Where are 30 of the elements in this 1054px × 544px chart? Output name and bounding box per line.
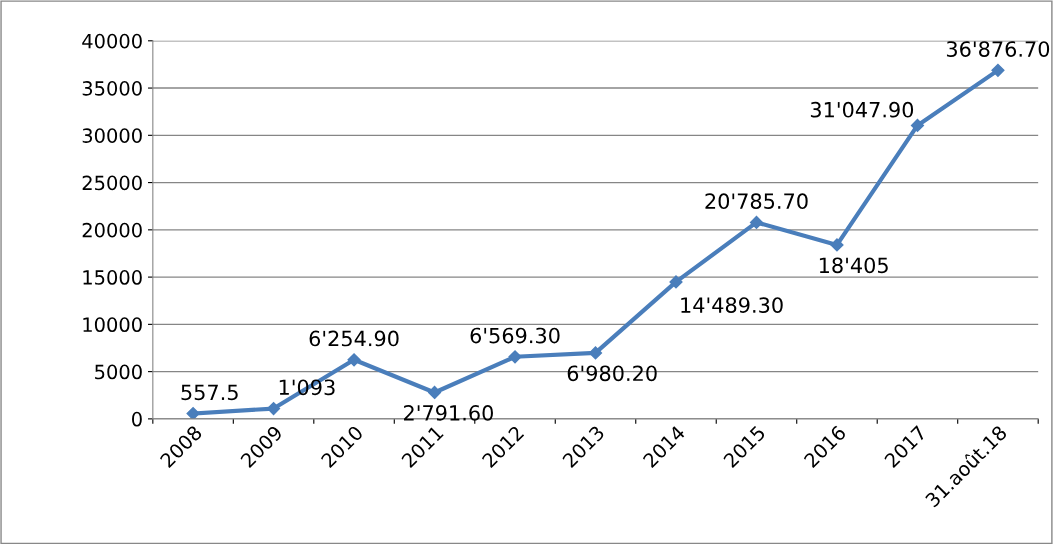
data-label: 2'791.60 (404, 405, 493, 421)
point (508, 350, 522, 364)
data-label: 20'785.70 (705, 193, 808, 210)
data-label: 557.5 (181, 384, 238, 401)
point (910, 118, 925, 133)
data-label: 6'980.20 (567, 365, 657, 382)
data-label: 18'405 (819, 257, 888, 274)
point (186, 407, 200, 419)
point (427, 385, 442, 400)
y-tick-label: 10000 (83, 317, 142, 333)
point (347, 353, 361, 367)
point (588, 346, 603, 360)
y-tick-label: 15000 (83, 270, 142, 285)
data-label: 6'569.30 (470, 327, 560, 344)
point (266, 401, 281, 416)
data-label: 36'876.70 (946, 41, 1050, 57)
y-tick-label: 30000 (82, 128, 142, 143)
point (669, 275, 683, 289)
data-label: 14'489.30 (681, 297, 783, 313)
data-label: 31'047.90 (810, 101, 914, 118)
y-tick-label: 35000 (82, 81, 142, 96)
point (749, 215, 764, 230)
data-label: 6'254.90 (309, 330, 399, 347)
point (991, 63, 1005, 77)
point (830, 238, 844, 252)
y-tick-label: 25000 (82, 175, 142, 191)
y-tick-label: 20000 (82, 222, 142, 238)
y-tick-label: 5000 (95, 364, 142, 380)
y-tick-label: 0 (132, 411, 142, 427)
y-tick-label: 40000 (82, 33, 142, 49)
